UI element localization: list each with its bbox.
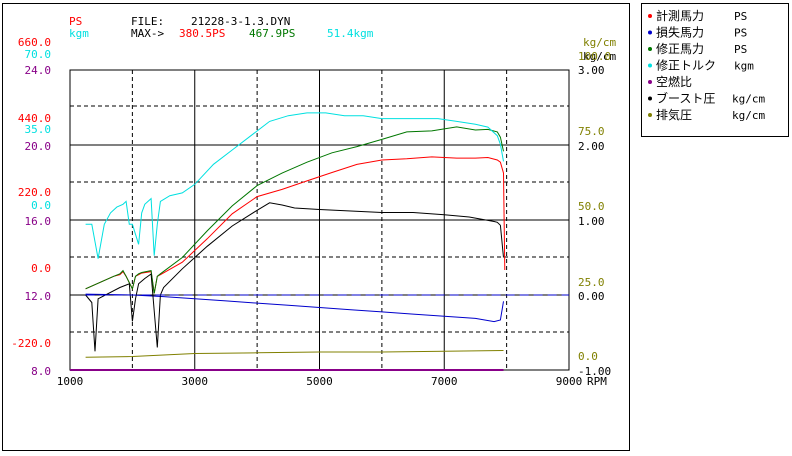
- boost-axis-tick: 0.00: [578, 290, 605, 303]
- boost-axis-tick: 3.00: [578, 64, 605, 77]
- afr-axis-tick: 8.0: [31, 365, 51, 378]
- legend-series-name: ブースト圧: [656, 91, 715, 106]
- max-label: MAX->: [131, 27, 164, 40]
- x-tick-label: 5000: [306, 375, 333, 388]
- ps-unit-label: PS: [69, 15, 82, 28]
- afr-axis-tick: 20.0: [25, 140, 52, 153]
- chart-panel: PS kgm FILE: 21228-3-1.3.DYN MAX-> 380.5…: [2, 3, 630, 451]
- file-name: 21228-3-1.3.DYN: [191, 15, 290, 28]
- boost-axis-tick: 1.00: [578, 215, 605, 228]
- ps-axis-tick: -220.0: [11, 337, 51, 350]
- max-ps: 380.5PS: [179, 27, 225, 40]
- series-line-ブースト圧: [85, 202, 504, 352]
- kgm-axis-tick: 70.0: [25, 48, 52, 61]
- x-tick-label: 1000: [57, 375, 84, 388]
- afr-axis-tick: 24.0: [25, 64, 52, 77]
- afr-axis-tick: 16.0: [25, 215, 52, 228]
- file-label: FILE:: [131, 15, 164, 28]
- ps-axis-tick: 220.0: [18, 186, 51, 199]
- legend-series-unit: kgm: [734, 60, 754, 73]
- afr-axis-tick: 12.0: [25, 290, 52, 303]
- series-line-修正トルク: [85, 112, 504, 259]
- exhaust-axis-tick: 25.0: [578, 276, 605, 289]
- axes: 1000 3000 5000 7000 9000 RPM660.0440.0220.00.…: [11, 36, 616, 388]
- kgm-unit-label: kgm: [69, 27, 89, 40]
- kgm-axis-tick: 35.0: [25, 123, 52, 136]
- series-lines: [70, 112, 569, 371]
- max-corrected-ps: 467.9PS: [249, 27, 295, 40]
- legend-series-unit: PS: [734, 43, 747, 56]
- ps-axis-tick: 660.0: [18, 36, 51, 49]
- boost-axis-tick: 2.00: [578, 140, 605, 153]
- series-line-計測馬力: [85, 156, 506, 294]
- legend-marker: [648, 80, 652, 84]
- boost-axis-tick: -1.00: [578, 365, 611, 378]
- legend-series-name: 空燃比: [656, 74, 692, 89]
- legend-series-unit: PS: [734, 27, 747, 40]
- ps-axis-tick: 440.0: [18, 112, 51, 125]
- legend: 計測馬力 PS 損失馬力 PS 修正馬力 PS 修正トルク kgm 空燃比ブースト圧 kg/cm 排…: [641, 3, 789, 137]
- ps-axis-tick: 0.0: [31, 262, 51, 275]
- exhaust-axis-tick: 50.0: [578, 200, 605, 213]
- legend-marker: [648, 63, 652, 68]
- x-tick-label: 3000: [182, 375, 209, 388]
- kgm-axis-tick: 0.0: [31, 199, 51, 212]
- legend-series-name: 計測馬力: [656, 8, 704, 23]
- legend-series-unit: kg/cm: [732, 93, 765, 106]
- exhaust-axis-tick: 75.0: [578, 125, 605, 138]
- legend-marker: [648, 113, 652, 117]
- legend-series-name: 修正馬力: [656, 41, 704, 56]
- legend-marker: [648, 96, 652, 101]
- grid: [69, 69, 570, 371]
- x-tick-label: 9000: [556, 375, 583, 388]
- max-torque: 51.4kgm: [327, 27, 374, 40]
- legend-series-name: 修正トルク: [656, 58, 716, 73]
- series-line-修正馬力: [85, 126, 504, 294]
- exhaust-unit-label: kg/cm: [583, 36, 616, 49]
- x-tick-label: 7000: [431, 375, 458, 388]
- dyno-chart: PS kgm FILE: 21228-3-1.3.DYN MAX-> 380.5…: [11, 15, 616, 388]
- legend-marker: [648, 47, 652, 51]
- x-axis-label: RPM: [587, 375, 607, 388]
- legend-series-unit: kg/cm: [732, 109, 765, 122]
- exhaust-axis-tick: 100.0: [578, 50, 611, 63]
- legend-series-unit: PS: [734, 10, 747, 23]
- series-line-損失馬力: [85, 293, 504, 323]
- legend-series-name: 損失馬力: [656, 25, 704, 40]
- legend-series-name: 排気圧: [656, 107, 692, 122]
- exhaust-axis-tick: 0.0: [578, 350, 598, 363]
- series-line-排気圧: [85, 350, 504, 358]
- boost-unit-label: kg/cm: [583, 50, 616, 63]
- legend-marker: [648, 30, 652, 35]
- legend-marker: [648, 14, 652, 18]
